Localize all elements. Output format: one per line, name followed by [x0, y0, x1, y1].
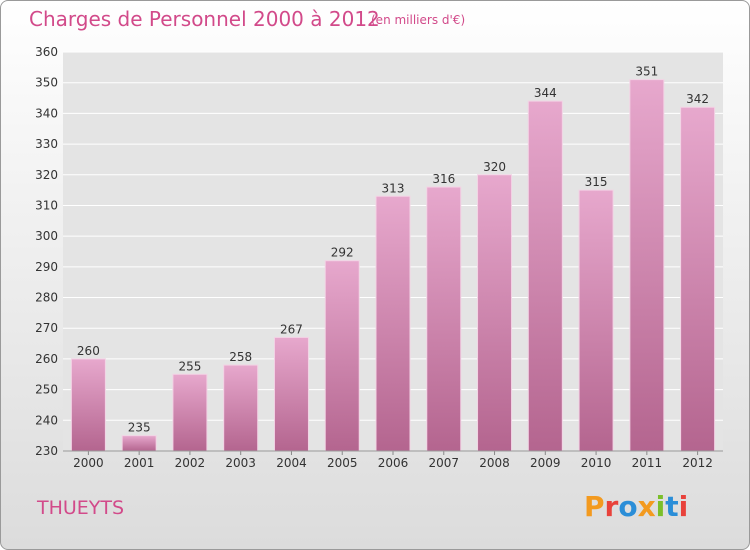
data-label: 255 [178, 359, 201, 373]
chart-title: Charges de Personnel 2000 à 2012 [29, 7, 380, 31]
bar-2003 [223, 364, 259, 452]
y-tick-label: 340 [35, 106, 58, 120]
bar-2008 [477, 174, 513, 452]
x-tick-label: 2008 [479, 456, 510, 470]
data-label: 267 [280, 322, 303, 336]
x-tick-label: 2004 [276, 456, 307, 470]
bar-2011 [629, 79, 665, 452]
x-tick-label: 2011 [632, 456, 663, 470]
y-tick-label: 320 [35, 168, 58, 182]
data-label: 320 [483, 160, 506, 174]
data-label: 260 [77, 344, 100, 358]
x-tick-label: 2006 [378, 456, 409, 470]
data-label: 292 [331, 246, 354, 260]
bar-2010 [578, 189, 614, 452]
y-tick-label: 280 [35, 291, 58, 305]
data-label: 351 [635, 65, 658, 79]
data-label: 315 [585, 175, 608, 189]
x-tick-label: 2003 [225, 456, 256, 470]
x-tick-label: 2010 [581, 456, 612, 470]
y-tick-label: 350 [35, 76, 58, 90]
y-tick-label: 290 [35, 260, 58, 274]
bar-2007 [426, 186, 462, 452]
data-label: 235 [128, 421, 151, 435]
x-tick-label: 2012 [682, 456, 713, 470]
bar-2002 [172, 373, 208, 452]
x-tick-label: 2005 [327, 456, 358, 470]
proxiti-logo[interactable]: Proxiti [584, 490, 688, 523]
bar-2000 [70, 358, 106, 452]
data-label: 342 [686, 92, 709, 106]
y-tick-label: 310 [35, 198, 58, 212]
bar-2001 [121, 435, 157, 452]
x-tick-label: 2009 [530, 456, 561, 470]
y-tick-label: 260 [35, 352, 58, 366]
x-tick-label: 2002 [175, 456, 206, 470]
bar-2006 [375, 195, 411, 452]
x-tick-label: 2001 [124, 456, 155, 470]
y-tick-label: 250 [35, 383, 58, 397]
x-axis-ticks: 2000 2001 2002 2003 2004 2005 2006 2007 2008 2009… [73, 451, 713, 470]
logo-letter: i [655, 490, 666, 523]
logo-letter: i [678, 490, 689, 523]
logo-letter: x [637, 490, 656, 523]
bars [70, 79, 716, 452]
data-label: 258 [229, 350, 252, 364]
chart-subtitle: (en milliers d'€) [371, 13, 466, 27]
y-tick-label: 300 [35, 229, 58, 243]
y-tick-label: 360 [35, 45, 58, 59]
x-tick-label: 2007 [428, 456, 459, 470]
logo-letter: t [665, 490, 679, 523]
x-tick-label: 2000 [73, 456, 104, 470]
y-tick-label: 240 [35, 413, 58, 427]
commune-name: THUEYTS [37, 497, 125, 519]
data-labels: 260 235 255 258 267 292 313 316 320 344 315 351 342 [77, 65, 709, 435]
logo-letter: P [584, 490, 605, 523]
bar-2004 [273, 336, 309, 452]
logo-letter: r [604, 490, 619, 523]
y-tick-label: 330 [35, 137, 58, 151]
y-tick-label: 270 [35, 321, 58, 335]
data-label: 344 [534, 86, 557, 100]
bar-2005 [324, 260, 360, 452]
data-label: 316 [432, 172, 455, 186]
bar-2012 [680, 106, 716, 452]
data-label: 313 [382, 181, 405, 195]
y-axis-ticks: 230 240 250 260 270 280 290 300 310 320 330 340 350 3… [35, 45, 58, 458]
y-tick-label: 230 [35, 444, 58, 458]
logo-letter: o [618, 490, 638, 523]
bar-2009 [527, 100, 563, 452]
